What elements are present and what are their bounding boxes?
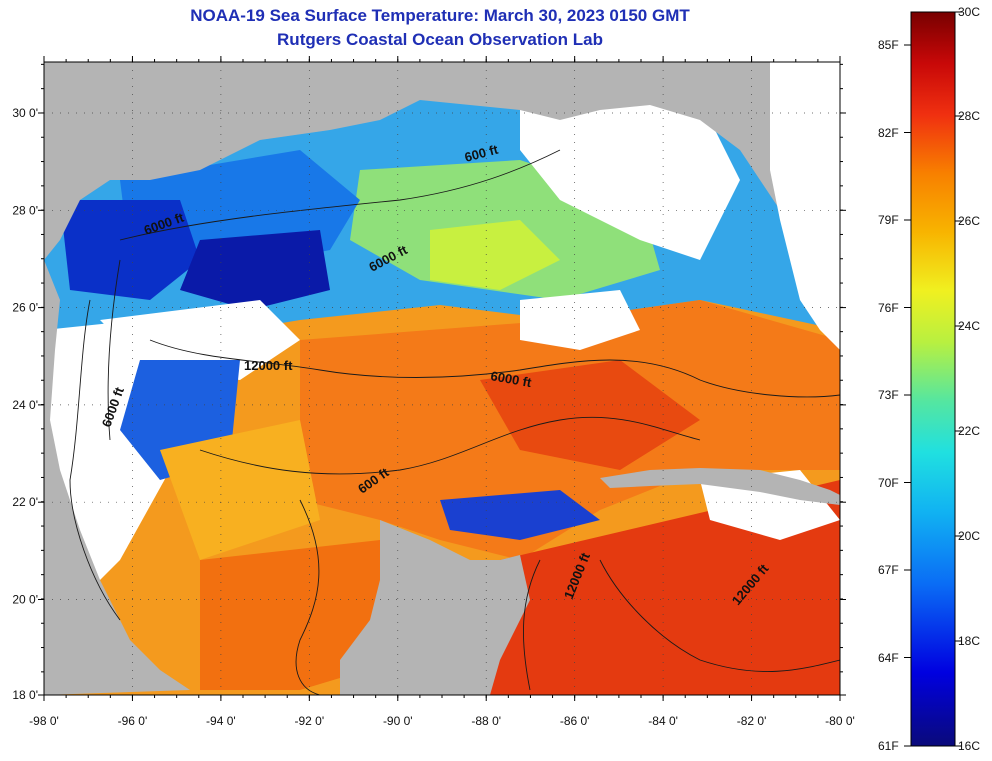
latitude-label: 20 0' — [12, 593, 38, 607]
land-cuba — [600, 468, 840, 505]
contour-label: 12000 ft — [244, 358, 293, 373]
colorbar-f-label: 67F — [878, 563, 899, 577]
latitude-label: 28 0' — [12, 203, 38, 217]
latitude-label: 18 0' — [12, 688, 38, 702]
sst-field — [44, 62, 840, 695]
colorbar-f-label: 76F — [878, 300, 899, 315]
colorbar-c-label: 20C — [958, 529, 981, 543]
map-title: NOAA-19 Sea Surface Temperature: March 3… — [190, 6, 690, 25]
colorbar-f-label: 79F — [878, 213, 899, 227]
land-mexico — [44, 260, 190, 695]
colorbar-f-label: 61F — [878, 739, 899, 753]
longitude-labels: -98 0' -96 0' -94 0' -92 0' -90 0' -88 0' -86 … — [29, 714, 855, 728]
latitude-label: 24 0' — [12, 398, 38, 412]
colorbar-f-label: 82F — [878, 125, 899, 140]
colorbar-c-label: 16C — [958, 739, 981, 753]
map-ticks — [38, 56, 846, 701]
map-subtitle: Rutgers Coastal Ocean Observation Lab — [277, 30, 603, 49]
longitude-label: -96 0' — [118, 714, 148, 728]
contour-label: 6000 ft — [489, 368, 533, 390]
colorbar-c-label: 28C — [958, 109, 981, 123]
longitude-label: -80 0' — [825, 714, 855, 728]
latitude-label: 22 0' — [12, 495, 38, 509]
colorbar — [910, 11, 956, 747]
longitude-label: -82 0' — [737, 714, 767, 728]
longitude-label: -94 0' — [206, 714, 236, 728]
latitude-labels: 30 0' 28 0' 26 0' 24 0' 22 0' 20 0' 18 0' — [12, 106, 38, 702]
colorbar-c-label: 26C — [958, 214, 981, 228]
longitude-label: -86 0' — [560, 714, 590, 728]
land-florida — [770, 62, 840, 350]
colorbar-f-label: 64F — [878, 650, 899, 665]
latitude-label: 30 0' — [12, 106, 38, 120]
land-yucatan — [340, 520, 530, 695]
colorbar-c-label: 24C — [958, 319, 981, 333]
colorbar-c-label: 22C — [958, 424, 981, 438]
land-us-gulf-coast — [44, 62, 840, 330]
longitude-label: -90 0' — [383, 714, 413, 728]
longitude-label: -98 0' — [29, 714, 59, 728]
colorbar-ticks — [904, 11, 962, 747]
colorbar-c-label: 18C — [958, 634, 981, 648]
latitude-label: 26 0' — [12, 301, 38, 315]
colorbar-c-label: 30C — [958, 5, 981, 19]
longitude-label: -84 0' — [648, 714, 678, 728]
longitude-label: -92 0' — [295, 714, 325, 728]
colorbar-f-label: 85F — [878, 38, 899, 52]
colorbar-f-label: 70F — [878, 475, 899, 490]
longitude-label: -88 0' — [471, 714, 501, 728]
colorbar-f-label: 73F — [878, 388, 899, 402]
